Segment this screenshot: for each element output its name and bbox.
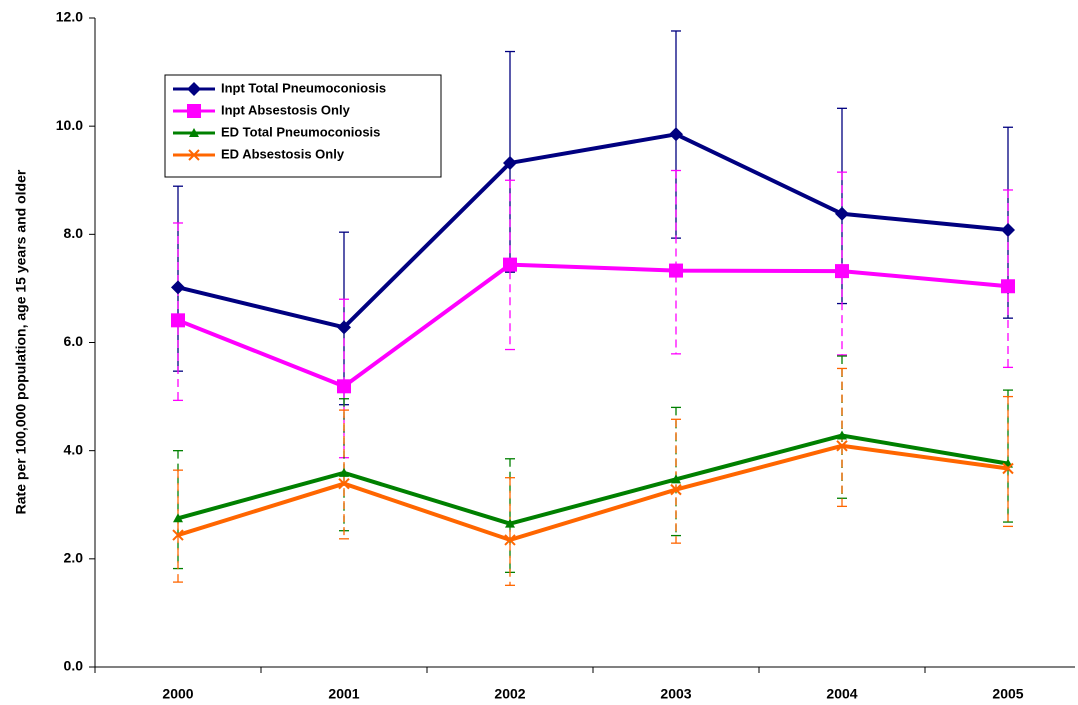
y-tick-label: 12.0 (56, 9, 83, 25)
marker (503, 155, 517, 170)
marker (172, 529, 184, 541)
marker (504, 534, 516, 546)
marker (503, 257, 517, 272)
marker (835, 206, 849, 221)
marker (171, 313, 185, 328)
error-bar (671, 169, 681, 355)
series-line (177, 443, 1009, 543)
error-bar (671, 418, 681, 544)
marker (338, 477, 350, 490)
error-bar (1003, 189, 1013, 369)
marker (337, 379, 351, 394)
legend-label: ED Absestosis Only (221, 146, 345, 161)
marker (187, 82, 201, 96)
error-bar (339, 409, 349, 540)
marker (837, 430, 847, 440)
y-tick-label: 0.0 (64, 658, 84, 674)
legend: Inpt Total Pneumoconiosis Inpt Absestosis… (164, 74, 442, 178)
marker (836, 440, 848, 452)
error-bar (173, 222, 183, 402)
legend-label: Inpt Total Pneumoconiosis (221, 80, 386, 95)
legend-label: ED Total Pneumoconiosis (221, 124, 380, 139)
x-tick-label: 2003 (660, 686, 691, 702)
marker (669, 263, 683, 278)
error-bar (505, 458, 515, 574)
x-tick-label: 2001 (328, 686, 359, 702)
y-tick-label: 6.0 (64, 333, 84, 349)
marker (1001, 223, 1015, 238)
y-tick-label: 10.0 (56, 117, 83, 133)
x-tick-label: 2000 (162, 686, 193, 702)
x-tick-label: 2004 (826, 686, 857, 702)
series-line (177, 132, 1009, 330)
marker (173, 513, 183, 523)
marker (1001, 279, 1015, 294)
error-bar (173, 469, 183, 583)
marker (188, 149, 200, 161)
error-bar (1003, 395, 1013, 528)
marker (189, 128, 199, 137)
marker (187, 104, 201, 118)
x-tick-label: 2005 (992, 686, 1023, 702)
marker (669, 127, 683, 142)
marker (671, 474, 681, 484)
error-bar (505, 477, 515, 586)
marker (337, 320, 351, 335)
marker (670, 483, 682, 496)
legend-box (164, 74, 442, 178)
series-line (177, 262, 1009, 389)
x-tick-label: 2002 (494, 686, 525, 702)
y-tick-label: 2.0 (64, 550, 84, 566)
y-tick-label: 4.0 (64, 441, 84, 457)
marker (171, 280, 185, 295)
y-axis-label: Rate per 100,000 population, age 15 year… (13, 169, 29, 514)
marker (339, 467, 349, 477)
legend-label: Inpt Absestosis Only (221, 102, 351, 117)
marker (505, 518, 515, 528)
series-line (177, 433, 1009, 526)
y-tick-label: 8.0 (64, 225, 84, 241)
error-bar (837, 171, 847, 356)
marker (835, 264, 849, 279)
marker (1002, 462, 1014, 475)
